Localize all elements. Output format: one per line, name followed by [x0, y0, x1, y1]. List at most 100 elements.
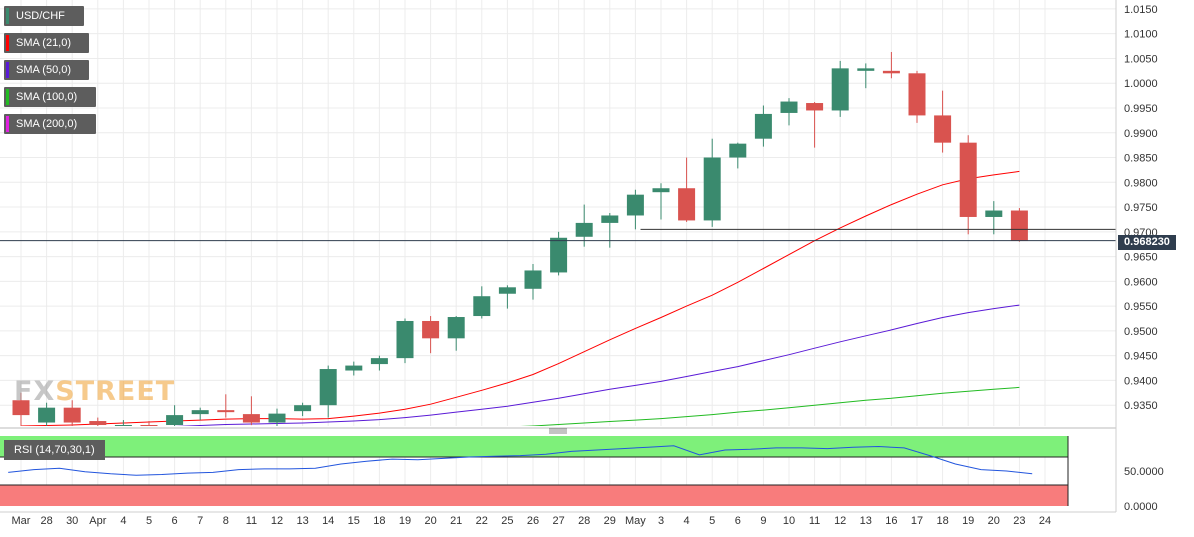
- y-tick-label: 1.0050: [1124, 53, 1158, 65]
- legend-sma50-swatch: [6, 62, 9, 78]
- x-tick-label: 15: [348, 515, 360, 527]
- x-tick-label: 22: [476, 515, 488, 527]
- x-tick-label: 18: [373, 515, 385, 527]
- y-tick-label: 0.9350: [1124, 400, 1158, 412]
- legend-sma50[interactable]: SMA (50,0): [4, 60, 89, 80]
- y-tick-label: 0.9450: [1124, 351, 1158, 363]
- x-tick-label: 30: [66, 515, 78, 527]
- x-tick-label: 11: [246, 515, 257, 527]
- candle-body-down: [678, 188, 696, 221]
- legend-sma50-label: SMA (50,0): [16, 64, 72, 76]
- x-tick-label: 23: [1013, 515, 1025, 527]
- legend-symbol[interactable]: USD/CHF: [4, 6, 84, 26]
- x-tick-label: 4: [684, 515, 690, 527]
- candle-body-down: [908, 73, 926, 116]
- candle-body-up: [396, 320, 414, 359]
- candle-body-up: [626, 194, 644, 216]
- candle-body-up: [601, 215, 619, 223]
- y-tick-label: 0.9400: [1124, 375, 1158, 387]
- x-tick-label: 13: [296, 515, 308, 527]
- x-tick-label: 20: [988, 515, 1000, 527]
- y-tick-label: 0.9900: [1124, 128, 1158, 140]
- candle-body-up: [524, 270, 542, 289]
- candle-body-down: [89, 421, 107, 426]
- y-tick-label: 1.0000: [1124, 78, 1158, 90]
- current-price-tag: 0.968230: [1118, 235, 1176, 250]
- candle-body-up: [38, 407, 56, 423]
- x-tick-label: 9: [760, 515, 766, 527]
- x-tick-label: Apr: [89, 515, 106, 527]
- x-tick-label: 7: [197, 515, 203, 527]
- candle-body-up: [114, 425, 132, 426]
- legend-sma200[interactable]: SMA (200,0): [4, 114, 96, 134]
- candle-body-up: [370, 358, 388, 365]
- x-tick-label: 26: [527, 515, 539, 527]
- y-tick-label: 0.9550: [1124, 301, 1158, 313]
- candle-body-up: [473, 296, 491, 317]
- legend-sma100-swatch: [6, 89, 9, 105]
- candle-body-up: [166, 415, 184, 426]
- candle-body-down: [934, 115, 952, 143]
- candle-body-up: [447, 317, 465, 339]
- candle-body-up: [268, 413, 286, 423]
- x-tick-label: 18: [936, 515, 948, 527]
- sma21-line: [20, 170, 1020, 426]
- y-tick-label: 1.0150: [1124, 4, 1158, 16]
- candle-body-up: [857, 68, 875, 71]
- y-tick-label: 0.9500: [1124, 326, 1158, 338]
- x-tick-label: 11: [809, 515, 820, 527]
- legend-sma21-swatch: [6, 35, 9, 51]
- x-tick-label: 29: [604, 515, 616, 527]
- x-tick-label: 28: [578, 515, 590, 527]
- rsi-oversold-zone: [0, 485, 1068, 506]
- candle-body-up: [345, 365, 363, 371]
- y-tick-label: 1.0100: [1124, 29, 1158, 41]
- x-tick-label: 17: [911, 515, 923, 527]
- candle-body-down: [140, 425, 158, 426]
- candle-body-down: [882, 70, 900, 74]
- candle-body-up: [652, 188, 670, 193]
- candle-body-down: [1010, 210, 1028, 241]
- candle-body-down: [806, 103, 824, 111]
- candle-body-down: [422, 320, 440, 339]
- legend-symbol-swatch: [6, 8, 9, 24]
- y-tick-label: 0.9850: [1124, 153, 1158, 165]
- y-tick-label: 0.9950: [1124, 103, 1158, 115]
- candle-body-down: [959, 142, 977, 217]
- x-tick-label: 16: [885, 515, 897, 527]
- x-tick-label: 12: [271, 515, 283, 527]
- legend-sma100[interactable]: SMA (100,0): [4, 87, 96, 107]
- x-tick-label: 6: [172, 515, 178, 527]
- legend-rsi-label: RSI (14,70,30,1): [14, 444, 95, 456]
- main-plot-group: [12, 52, 1028, 426]
- x-tick-label: 27: [552, 515, 564, 527]
- legend-sma100-label: SMA (100,0): [16, 91, 78, 103]
- candle-body-up: [319, 369, 337, 406]
- candle-body-up: [575, 222, 593, 237]
- x-tick-label: 6: [735, 515, 741, 527]
- candle-body-down: [12, 400, 30, 416]
- x-tick-label: 21: [450, 515, 462, 527]
- y-tick-label: 0.9650: [1124, 252, 1158, 264]
- x-tick-label: 19: [399, 515, 411, 527]
- candle-body-down: [217, 410, 235, 413]
- x-tick-label: 8: [223, 515, 229, 527]
- x-tick-label: Mar: [12, 515, 31, 527]
- y-tick-label: 0.9600: [1124, 276, 1158, 288]
- legend-rsi[interactable]: RSI (14,70,30,1): [4, 440, 105, 460]
- x-tick-label: 28: [40, 515, 52, 527]
- candle-body-down: [242, 414, 260, 423]
- rsi-y-tick-label: 50.0000: [1124, 466, 1164, 478]
- legend-sma200-label: SMA (200,0): [16, 118, 78, 130]
- legend-sma21[interactable]: SMA (21,0): [4, 33, 89, 53]
- legend-sma21-label: SMA (21,0): [16, 37, 72, 49]
- x-tick-label: 20: [424, 515, 436, 527]
- candle-body-up: [754, 113, 772, 139]
- y-tick-label: 0.9800: [1124, 177, 1158, 189]
- x-tick-label: 3: [658, 515, 664, 527]
- sma100-line: [520, 386, 1020, 426]
- x-tick-label: May: [625, 515, 646, 527]
- candle-body-up: [703, 157, 721, 221]
